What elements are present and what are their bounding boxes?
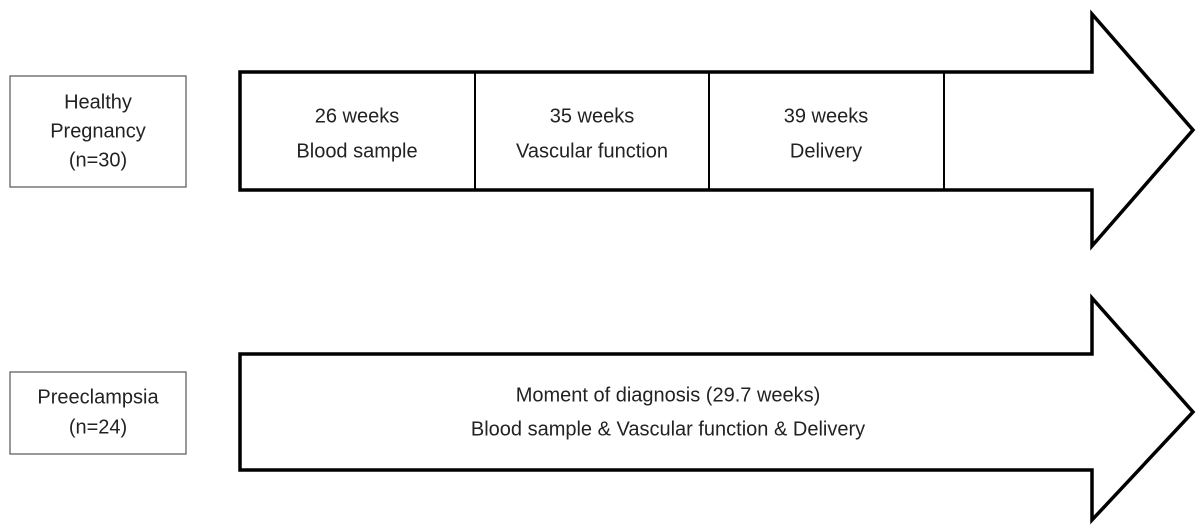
group-label: Pregnancy — [50, 120, 146, 142]
group-label: Preeclampsia — [37, 386, 159, 408]
segment-text: Blood sample & Vascular function & Deliv… — [471, 418, 865, 440]
group-label: (n=24) — [69, 416, 127, 438]
segment-text: 39 weeks — [784, 105, 869, 127]
group-label: (n=30) — [69, 149, 127, 171]
segment-text: Moment of diagnosis (29.7 weeks) — [516, 384, 821, 406]
segment-text: 26 weeks — [315, 105, 400, 127]
group-label-box — [9, 75, 187, 188]
timeline-arrow — [238, 9, 1196, 251]
group-label-box — [9, 371, 187, 455]
group-label: Healthy — [64, 91, 132, 113]
timeline-arrow — [238, 293, 1196, 525]
segment-text: Vascular function — [516, 140, 668, 162]
segment-text: 35 weeks — [550, 105, 635, 127]
segment-text: Blood sample — [296, 140, 417, 162]
segment-text: Delivery — [790, 140, 862, 162]
